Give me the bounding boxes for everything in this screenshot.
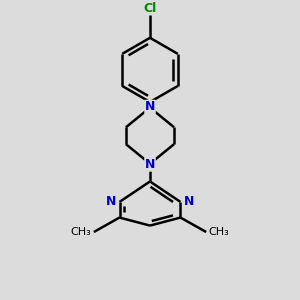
Text: CH₃: CH₃ [208,227,229,237]
Text: N: N [145,100,155,113]
Text: N: N [184,195,194,208]
Text: Cl: Cl [143,2,157,14]
Text: N: N [145,158,155,171]
Text: N: N [106,195,116,208]
Text: CH₃: CH₃ [71,227,92,237]
